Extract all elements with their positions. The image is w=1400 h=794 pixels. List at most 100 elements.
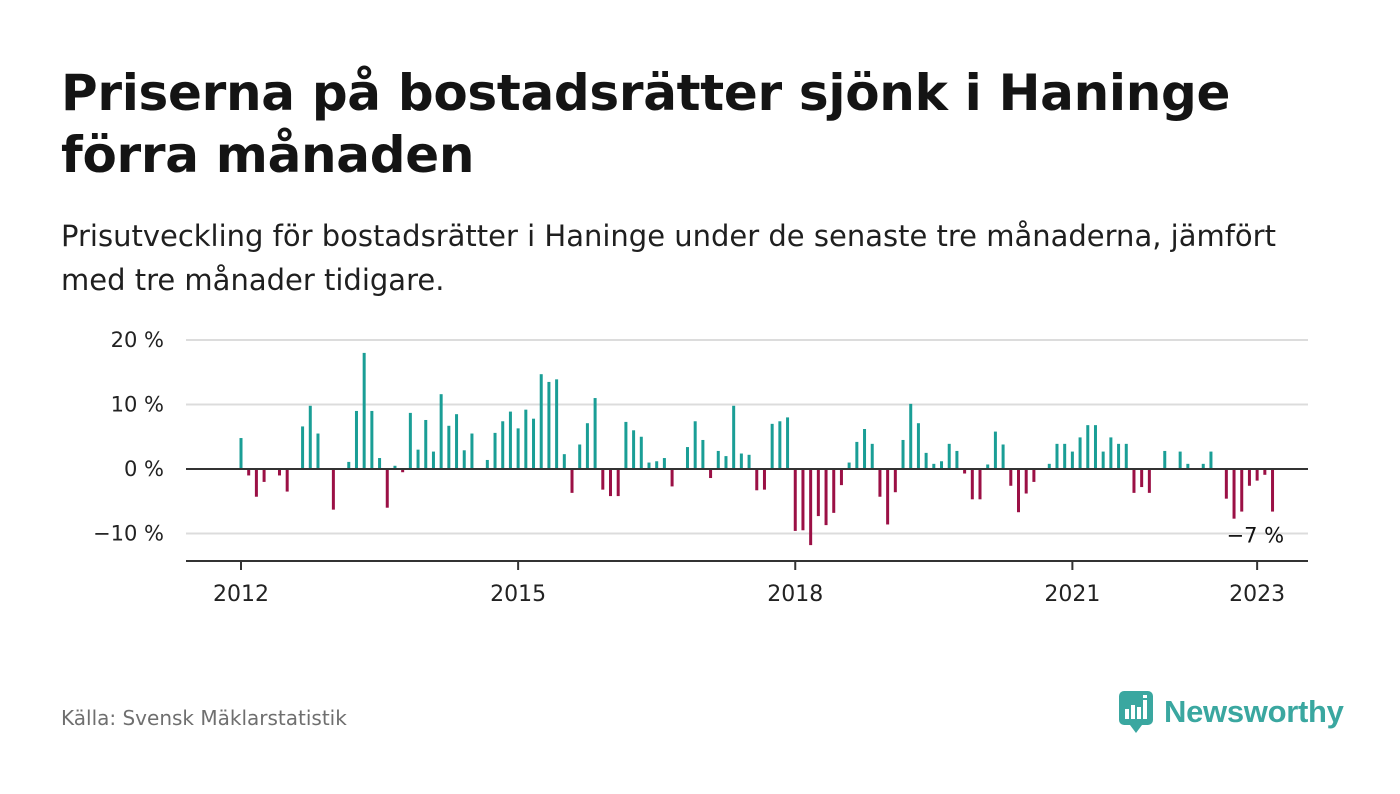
bar [555,379,559,469]
bar [970,469,974,500]
bar [947,443,951,469]
bar [609,469,613,497]
bar [1124,443,1128,469]
bar [378,458,382,469]
y-tick-label: 10 % [111,393,164,417]
bar [1001,444,1005,469]
bar [886,469,890,525]
brand-logo[interactable]: Newsworthy [1118,690,1344,734]
bar [431,451,435,469]
bar [401,469,405,473]
x-tick-label: 2023 [1229,582,1285,607]
bar [1047,463,1051,469]
bar [1201,463,1205,469]
bar [1240,469,1244,512]
bar [978,469,982,500]
bar [539,374,543,469]
bar [1140,469,1144,488]
bar [801,469,805,531]
bar [955,450,959,469]
brand-name: Newsworthy [1164,694,1344,729]
bar [1163,450,1167,469]
bar [277,469,281,476]
bar [940,461,944,469]
bar [1016,469,1020,513]
bar [385,469,389,508]
bar [354,410,358,469]
bar [239,438,243,469]
bar [1009,469,1013,486]
bar [685,447,689,469]
bar [662,458,666,469]
bar [532,418,536,469]
bar [909,403,913,469]
bar [585,423,589,469]
bar [493,432,497,469]
bar [739,453,743,469]
bar [301,426,305,469]
bar [247,469,251,476]
bar [601,469,605,490]
y-tick-label: 20 % [111,328,164,352]
bar [809,469,813,546]
bar [932,463,936,469]
source-credit: Källa: Svensk Mäklarstatistik [61,706,347,730]
bar [462,450,466,469]
bar [508,411,512,469]
bar [786,417,790,469]
bar [616,469,620,497]
bar [778,421,782,469]
bar [424,419,428,469]
bar [986,464,990,469]
bar [1093,425,1097,469]
bar [632,430,636,469]
bar [1147,469,1151,493]
bar [1086,425,1090,469]
bar [701,439,705,469]
bar [308,405,312,469]
bar [963,469,967,474]
bar [1255,469,1259,481]
bar [855,441,859,469]
bar [362,352,366,469]
grid-lines [186,339,1308,535]
bar [639,436,643,469]
bar [447,425,451,469]
bar [793,469,797,531]
bar [878,469,882,497]
bar [924,452,928,469]
bar [824,469,828,526]
bar [993,431,997,469]
bar [670,469,674,487]
bar [1132,469,1136,493]
x-tick-label: 2012 [213,582,269,607]
bar [916,423,920,469]
bar [1232,469,1236,519]
bar [1101,451,1105,469]
bar [439,394,443,469]
chart-title: Priserna på bostadsrätter sjönk i Haning… [61,64,1231,184]
bar [709,469,713,479]
bar [408,412,412,469]
bar [516,428,520,469]
bar [1224,469,1228,499]
bar [847,462,851,469]
bar-chart: 20 % 10 % 0 % −10 % 2012 2015 2018 2021 2023 −7… [93,328,1308,607]
last-value-annotation: −7 % [1227,524,1285,548]
bar [1109,437,1113,469]
bar [593,398,597,469]
bar [724,456,728,469]
bar [1117,443,1121,469]
bar [832,469,836,513]
bar [262,469,266,482]
bar [1186,463,1190,469]
bar [416,449,420,469]
bar [770,423,774,469]
bar [1055,443,1059,469]
bar [647,462,651,469]
bar [863,429,867,469]
bar [1271,469,1275,512]
chart-subtitle: Prisutveckling för bostadsrätter i Hanin… [61,219,1276,297]
bar [285,469,289,492]
x-tick-label: 2021 [1044,582,1100,607]
